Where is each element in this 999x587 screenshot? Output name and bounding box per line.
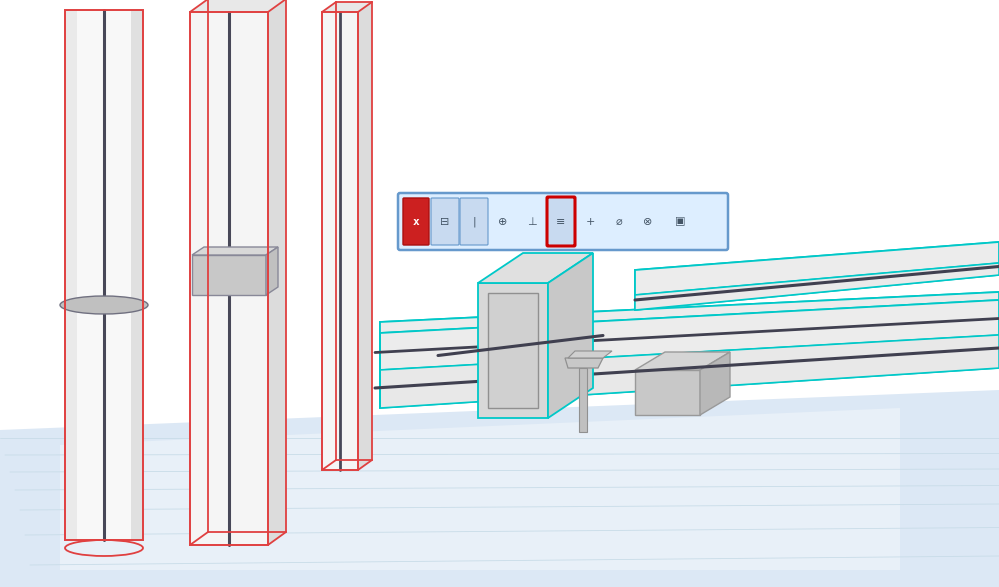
Polygon shape [380,292,999,335]
FancyBboxPatch shape [431,198,459,245]
Polygon shape [635,370,700,415]
Polygon shape [192,247,278,255]
Polygon shape [380,292,999,360]
Bar [190,12,268,545]
Polygon shape [478,253,593,283]
Polygon shape [380,300,999,368]
FancyBboxPatch shape [403,198,429,245]
Polygon shape [635,242,999,290]
Ellipse shape [60,296,148,314]
Text: x: x [413,217,420,227]
FancyBboxPatch shape [398,193,728,250]
Polygon shape [358,2,372,470]
Bar [322,12,358,470]
Polygon shape [131,10,143,540]
Polygon shape [190,0,286,12]
Polygon shape [190,12,268,545]
Polygon shape [635,263,999,310]
Text: ⊥: ⊥ [527,217,536,227]
Polygon shape [488,293,538,408]
Polygon shape [635,242,999,295]
Polygon shape [380,302,999,370]
Polygon shape [192,255,266,295]
Text: ⌀: ⌀ [615,217,622,227]
Text: ⊗: ⊗ [643,217,652,227]
Text: +: + [585,217,594,227]
Polygon shape [579,368,587,432]
FancyBboxPatch shape [547,197,575,246]
Text: ⊟: ⊟ [441,217,450,227]
FancyBboxPatch shape [460,198,488,245]
Polygon shape [0,390,999,587]
Polygon shape [60,408,900,570]
Text: ⊕: ⊕ [499,217,507,227]
Polygon shape [565,358,603,368]
Polygon shape [700,352,730,415]
Polygon shape [478,283,548,418]
Polygon shape [65,10,143,540]
Polygon shape [322,2,372,12]
Polygon shape [380,335,999,408]
Text: ▣: ▣ [674,217,685,227]
Text: ≡: ≡ [556,217,565,227]
Bar [65,10,143,540]
Polygon shape [322,12,358,470]
Polygon shape [548,253,593,418]
Polygon shape [635,258,999,310]
Polygon shape [568,351,612,358]
Polygon shape [635,352,730,370]
Polygon shape [268,0,286,545]
Polygon shape [65,10,77,540]
Polygon shape [266,247,278,295]
Polygon shape [380,328,999,408]
Text: |: | [473,216,476,227]
Polygon shape [380,300,999,370]
